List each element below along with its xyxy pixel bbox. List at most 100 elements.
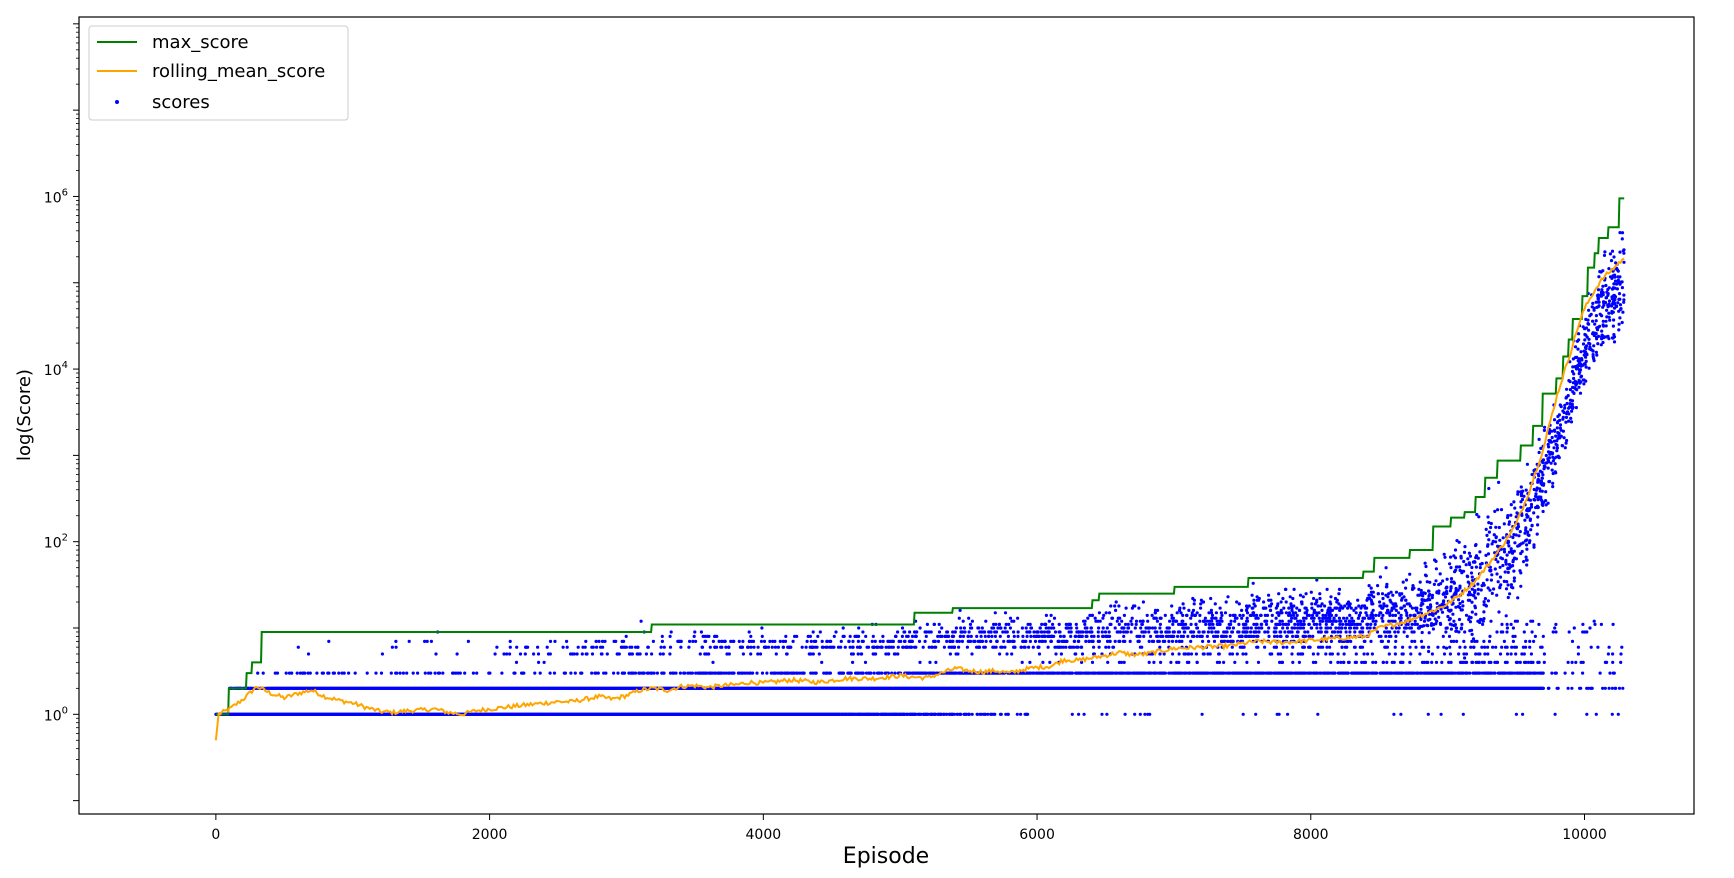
score-point <box>1329 660 1333 665</box>
score-point <box>563 671 568 675</box>
score-point <box>458 671 462 675</box>
score-point <box>828 671 833 675</box>
score-point <box>475 671 479 675</box>
score-point <box>548 671 552 675</box>
score-point <box>1200 712 1204 716</box>
score-point <box>315 671 319 675</box>
score-point <box>1617 686 1622 690</box>
score-point <box>1439 712 1443 716</box>
score-point <box>1169 660 1173 665</box>
score-point <box>683 671 687 675</box>
score-point <box>1610 712 1614 716</box>
score-point <box>1354 660 1358 665</box>
score-point <box>711 660 715 665</box>
score-point <box>514 660 519 665</box>
score-point <box>1374 660 1378 665</box>
score-point <box>1342 660 1346 665</box>
score-point <box>374 671 378 675</box>
score-point <box>633 671 638 675</box>
score-point <box>398 671 402 675</box>
score-point <box>538 671 542 675</box>
score-point <box>552 671 557 675</box>
score-point <box>1254 712 1258 716</box>
score-point <box>1275 712 1279 716</box>
score-point <box>1106 660 1110 665</box>
score-point <box>690 671 695 675</box>
score-point <box>1547 686 1551 690</box>
score-point <box>945 712 949 716</box>
score-point <box>1392 660 1396 665</box>
score-point <box>1163 671 1167 675</box>
score-point <box>1610 686 1614 690</box>
score-point <box>616 671 620 675</box>
score-point <box>604 671 608 675</box>
score-point <box>1554 671 1558 675</box>
score-point <box>303 671 307 675</box>
score-point <box>1521 712 1525 716</box>
score-point <box>755 671 759 675</box>
score-point <box>1581 671 1585 675</box>
score-point <box>967 712 971 716</box>
score-point <box>389 671 393 675</box>
score-point <box>1541 686 1545 690</box>
score-point <box>471 671 475 675</box>
score-point <box>1621 686 1625 690</box>
score-point <box>1408 660 1412 665</box>
score-point <box>1187 660 1191 665</box>
score-point <box>1570 686 1574 690</box>
score-point <box>1159 660 1163 665</box>
score-point <box>533 671 537 675</box>
score-point <box>1020 660 1024 665</box>
score-point <box>1607 686 1611 690</box>
score-point <box>1571 671 1575 675</box>
score-point <box>1603 686 1607 690</box>
score-point <box>642 671 646 675</box>
score-point <box>1461 712 1465 716</box>
score-point <box>573 671 577 675</box>
score-point <box>1222 660 1226 665</box>
score-point <box>1133 712 1137 716</box>
score-point <box>416 671 420 675</box>
score-point <box>1122 660 1126 665</box>
score-point <box>1399 712 1403 716</box>
score-point <box>295 671 299 675</box>
score-point <box>983 712 987 716</box>
score-point <box>1465 660 1469 665</box>
score-point <box>1553 712 1557 716</box>
score-point <box>814 671 818 675</box>
score-point <box>1449 660 1453 665</box>
score-point <box>1245 660 1249 665</box>
score-point <box>1434 660 1439 665</box>
score-point <box>596 671 600 675</box>
score-point <box>1041 660 1045 665</box>
score-point <box>1286 712 1290 716</box>
score-point <box>986 712 990 716</box>
score-point <box>1241 712 1245 716</box>
score-point <box>849 671 853 675</box>
score-point <box>1233 660 1237 665</box>
plot-area <box>214 197 1626 741</box>
score-point <box>655 671 660 675</box>
score-point <box>1028 660 1032 665</box>
score-point <box>1297 660 1301 665</box>
score-point <box>975 712 980 716</box>
score-point <box>1426 660 1430 665</box>
score-point <box>580 671 584 675</box>
score-point <box>872 671 876 675</box>
score-point <box>1468 671 1472 675</box>
score-point <box>652 671 656 675</box>
score-point <box>928 660 932 665</box>
score-point <box>429 671 433 675</box>
score-point <box>841 671 846 675</box>
score-point <box>880 671 884 675</box>
score-point <box>488 671 492 675</box>
score-point <box>405 671 409 675</box>
score-point <box>1550 671 1554 675</box>
score-point <box>1148 712 1152 716</box>
score-point <box>1019 712 1023 716</box>
score-point <box>1082 712 1086 716</box>
score-point <box>863 660 868 665</box>
score-point <box>337 671 341 675</box>
